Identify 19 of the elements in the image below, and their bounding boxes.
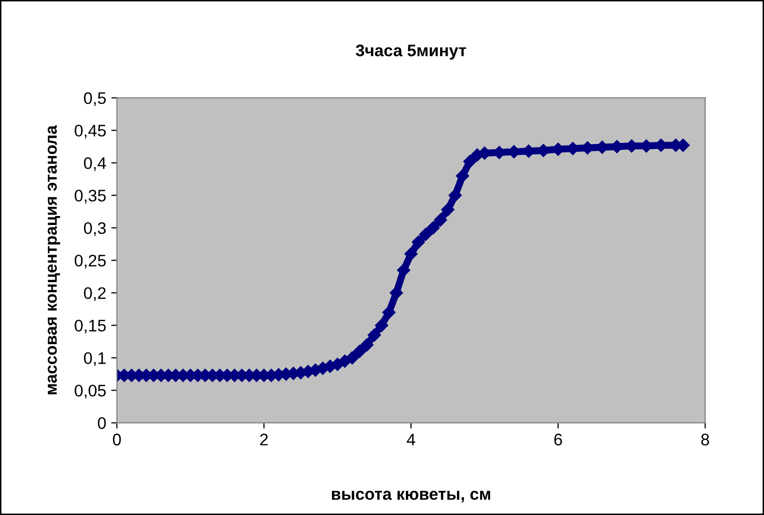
x-tick-label: 6 bbox=[554, 434, 562, 446]
y-tick-label: 0,4 bbox=[84, 157, 106, 172]
x-tick-label: 2 bbox=[260, 434, 268, 446]
x-tick-label: 4 bbox=[406, 434, 416, 446]
y-tick-label: 0,35 bbox=[74, 190, 106, 204]
y-tick-label: 0,1 bbox=[84, 352, 106, 366]
y-tick-label: 0,15 bbox=[74, 320, 106, 334]
x-tick-label: 0 bbox=[112, 434, 121, 446]
y-tick-label: 0,3 bbox=[84, 222, 106, 236]
x-tick-label: 8 bbox=[701, 434, 710, 446]
x-axis-title: высота кюветы, см bbox=[332, 490, 490, 502]
y-tick-label: 0,2 bbox=[84, 287, 106, 301]
y-tick-label: 0,5 bbox=[84, 92, 106, 106]
y-tick-label: 0,05 bbox=[74, 384, 106, 398]
chart-title: 3часа 5минут bbox=[356, 44, 466, 60]
y-tick-label: 0,45 bbox=[74, 124, 106, 139]
y-tick-label: 0,25 bbox=[74, 254, 106, 269]
y-tick-label: 0 bbox=[98, 417, 106, 430]
y-axis-title: массовая концентрация этанола bbox=[48, 125, 60, 394]
